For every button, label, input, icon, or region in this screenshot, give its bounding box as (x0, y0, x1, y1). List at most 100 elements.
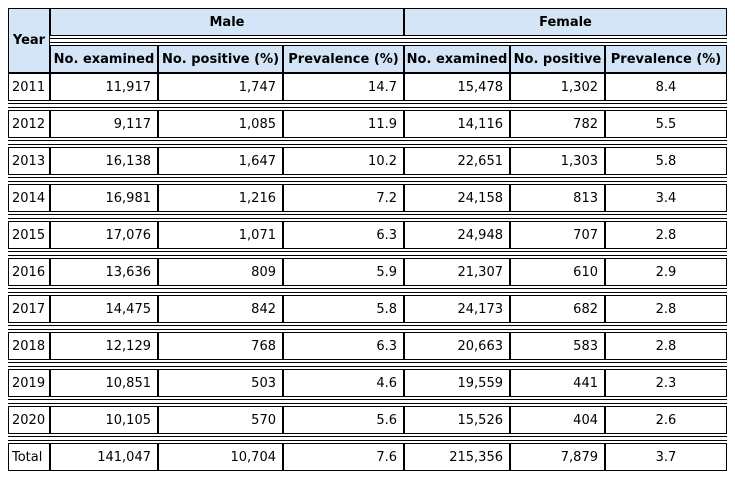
male-examined-cell: 9,117 (50, 110, 158, 138)
male-positive-header: No. positive (%) (158, 45, 283, 73)
male-positive-cell: 768 (158, 332, 283, 360)
female-prevalence-cell: 2.8 (605, 221, 727, 249)
male-examined-cell: 16,981 (50, 184, 158, 212)
female-examined-cell: 21,307 (404, 258, 510, 286)
female-positive-cell: 707 (510, 221, 605, 249)
row-separator (8, 103, 727, 108)
female-examined-cell: 22,651 (404, 147, 510, 175)
male-positive-cell: 1,071 (158, 221, 283, 249)
male-positive-cell: 1,216 (158, 184, 283, 212)
year-cell: 2015 (8, 221, 50, 249)
year-cell: 2017 (8, 295, 50, 323)
male-examined-cell: 10,105 (50, 406, 158, 434)
female-examined-cell: 24,158 (404, 184, 510, 212)
male-positive-cell: 842 (158, 295, 283, 323)
female-prevalence-cell: 3.4 (605, 184, 727, 212)
table-header: Year Male Female No. examined No. positi… (8, 8, 727, 73)
year-cell: 2019 (8, 369, 50, 397)
table-row: 2013 16,138 1,647 10.2 22,651 1,303 5.8 (8, 147, 727, 175)
female-positive-cell: 813 (510, 184, 605, 212)
year-cell: 2020 (8, 406, 50, 434)
female-examined-cell: 215,356 (404, 443, 510, 471)
male-prevalence-cell: 5.6 (283, 406, 404, 434)
row-separator (8, 325, 727, 330)
year-cell: 2018 (8, 332, 50, 360)
female-prevalence-cell: 5.8 (605, 147, 727, 175)
female-examined-cell: 24,173 (404, 295, 510, 323)
table-body: 2011 11,917 1,747 14.7 15,478 1,302 8.4 … (8, 73, 727, 471)
female-examined-cell: 19,559 (404, 369, 510, 397)
male-group-header: Male (50, 8, 404, 36)
female-examined-header: No. examined (404, 45, 510, 73)
female-prevalence-cell: 2.8 (605, 332, 727, 360)
female-positive-cell: 1,302 (510, 73, 605, 101)
female-examined-cell: 14,116 (404, 110, 510, 138)
female-prevalence-cell: 8.4 (605, 73, 727, 101)
male-examined-cell: 11,917 (50, 73, 158, 101)
female-examined-cell: 15,478 (404, 73, 510, 101)
table-row: 2020 10,105 570 5.6 15,526 404 2.6 (8, 406, 727, 434)
female-positive-cell: 610 (510, 258, 605, 286)
row-separator (8, 140, 727, 145)
male-examined-cell: 141,047 (50, 443, 158, 471)
female-positive-cell: 782 (510, 110, 605, 138)
row-separator (8, 177, 727, 182)
female-examined-cell: 24,948 (404, 221, 510, 249)
header-double-rule (50, 38, 727, 43)
female-positive-header: No. positive (510, 45, 605, 73)
female-prevalence-header: Prevalence (%) (605, 45, 727, 73)
male-positive-cell: 1,647 (158, 147, 283, 175)
male-examined-cell: 17,076 (50, 221, 158, 249)
male-prevalence-cell: 6.3 (283, 221, 404, 249)
male-prevalence-cell: 5.9 (283, 258, 404, 286)
male-positive-cell: 570 (158, 406, 283, 434)
female-positive-cell: 441 (510, 369, 605, 397)
table-row: 2016 13,636 809 5.9 21,307 610 2.9 (8, 258, 727, 286)
table-row: 2014 16,981 1,216 7.2 24,158 813 3.4 (8, 184, 727, 212)
male-positive-cell: 10,704 (158, 443, 283, 471)
male-positive-cell: 1,085 (158, 110, 283, 138)
table-row: 2011 11,917 1,747 14.7 15,478 1,302 8.4 (8, 73, 727, 101)
year-cell: 2012 (8, 110, 50, 138)
table-row: 2018 12,129 768 6.3 20,663 583 2.8 (8, 332, 727, 360)
prevalence-table: Year Male Female No. examined No. positi… (8, 8, 727, 471)
male-examined-cell: 16,138 (50, 147, 158, 175)
male-prevalence-cell: 5.8 (283, 295, 404, 323)
male-prevalence-cell: 7.2 (283, 184, 404, 212)
male-prevalence-header: Prevalence (%) (283, 45, 404, 73)
row-separator (8, 436, 727, 441)
year-cell: 2014 (8, 184, 50, 212)
female-prevalence-cell: 2.3 (605, 369, 727, 397)
female-positive-cell: 583 (510, 332, 605, 360)
female-prevalence-cell: 2.6 (605, 406, 727, 434)
male-prevalence-cell: 10.2 (283, 147, 404, 175)
row-separator (8, 251, 727, 256)
male-prevalence-cell: 6.3 (283, 332, 404, 360)
male-examined-header: No. examined (50, 45, 158, 73)
year-column-header: Year (8, 8, 50, 73)
table-row: 2017 14,475 842 5.8 24,173 682 2.8 (8, 295, 727, 323)
female-prevalence-cell: 2.8 (605, 295, 727, 323)
female-examined-cell: 20,663 (404, 332, 510, 360)
female-prevalence-cell: 5.5 (605, 110, 727, 138)
male-prevalence-cell: 11.9 (283, 110, 404, 138)
female-prevalence-cell: 2.9 (605, 258, 727, 286)
row-separator (8, 399, 727, 404)
table-row: 2012 9,117 1,085 11.9 14,116 782 5.5 (8, 110, 727, 138)
female-examined-cell: 15,526 (404, 406, 510, 434)
row-separator (8, 288, 727, 293)
male-positive-cell: 809 (158, 258, 283, 286)
table-row: 2015 17,076 1,071 6.3 24,948 707 2.8 (8, 221, 727, 249)
female-group-header: Female (404, 8, 727, 36)
male-examined-cell: 14,475 (50, 295, 158, 323)
female-prevalence-cell: 3.7 (605, 443, 727, 471)
year-cell: Total (8, 443, 50, 471)
male-examined-cell: 10,851 (50, 369, 158, 397)
male-prevalence-cell: 7.6 (283, 443, 404, 471)
row-separator (8, 362, 727, 367)
year-cell: 2011 (8, 73, 50, 101)
table-row: 2019 10,851 503 4.6 19,559 441 2.3 (8, 369, 727, 397)
female-positive-cell: 7,879 (510, 443, 605, 471)
table-row: Total 141,047 10,704 7.6 215,356 7,879 3… (8, 443, 727, 471)
